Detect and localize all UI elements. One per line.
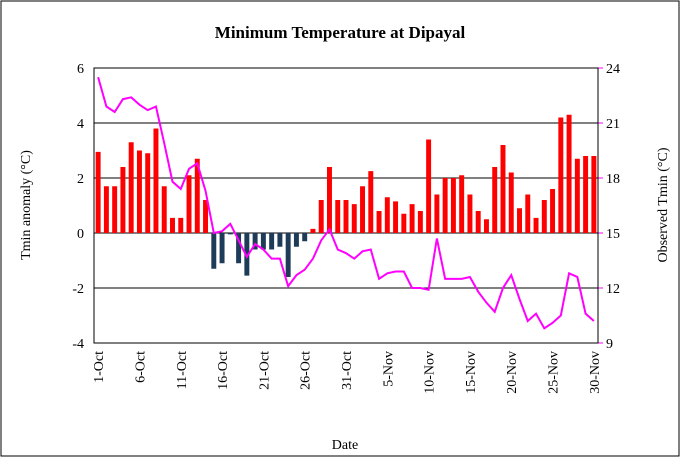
bar — [376, 211, 382, 233]
bar — [318, 200, 324, 233]
bar — [310, 228, 316, 233]
x-tick-label: 5-Nov — [381, 351, 396, 387]
bar — [194, 158, 200, 233]
y2-tick-label: 18 — [606, 172, 620, 187]
bar — [145, 153, 151, 233]
bar — [517, 208, 522, 233]
bar — [583, 156, 589, 233]
bar — [360, 186, 366, 233]
bar — [343, 200, 349, 233]
bar — [211, 233, 217, 269]
bar — [170, 217, 175, 233]
bar — [260, 233, 266, 250]
bar — [120, 167, 126, 233]
bar — [467, 194, 473, 233]
x-tick-label: 16-Oct — [216, 351, 231, 390]
bar — [459, 175, 465, 233]
y-tick-label: -2 — [72, 282, 84, 297]
bar — [475, 211, 481, 233]
chart-title: Minimum Temperature at Dipayal — [215, 23, 466, 42]
bar — [302, 233, 308, 242]
bar — [401, 213, 407, 233]
y-tick-label: 2 — [77, 172, 84, 187]
bar — [112, 186, 118, 233]
bar — [541, 200, 547, 233]
bar — [335, 200, 341, 233]
bar — [492, 167, 498, 233]
bar — [393, 201, 399, 233]
bar — [236, 233, 242, 264]
bar — [500, 145, 506, 233]
bar — [351, 204, 357, 233]
bar — [178, 217, 184, 233]
bar — [103, 186, 109, 233]
x-tick-label: 6-Oct — [133, 351, 148, 383]
bar — [326, 167, 332, 233]
y-tick-label: 0 — [77, 227, 84, 242]
bar — [558, 117, 564, 233]
bar — [566, 114, 572, 233]
y2-tick-label: 9 — [606, 337, 613, 352]
x-tick-label: 15-Nov — [464, 351, 479, 394]
bar — [533, 217, 539, 233]
bar — [203, 200, 209, 233]
y-tick-label: 4 — [77, 117, 84, 132]
y2-tick-label: 15 — [606, 227, 620, 242]
plot-frame — [93, 67, 599, 344]
line — [97, 76, 595, 330]
bar — [434, 194, 440, 233]
bar — [293, 233, 299, 247]
bar — [95, 151, 101, 233]
bar — [591, 156, 597, 233]
bar — [483, 219, 489, 233]
bar — [368, 171, 374, 233]
y2-tick-label: 12 — [606, 282, 620, 297]
y-tick-label: 6 — [77, 62, 84, 77]
y-tick-label: -4 — [72, 337, 84, 352]
x-tick-label: 31-Oct — [340, 351, 355, 390]
bar — [219, 233, 225, 264]
bar — [525, 194, 531, 233]
bar — [550, 189, 556, 233]
bar — [426, 139, 432, 233]
x-tick-label: 1-Oct — [92, 351, 107, 383]
y2-tick-label: 24 — [606, 62, 620, 77]
bar — [161, 186, 167, 233]
y2-tick-label: 21 — [606, 117, 620, 132]
bar — [153, 128, 159, 233]
x-tick-label: 20-Nov — [505, 351, 520, 394]
bar — [277, 233, 283, 247]
y2-axis-label: Observed Tmin (°C) — [656, 147, 671, 262]
x-tick-label: 11-Oct — [175, 351, 190, 389]
bar — [442, 178, 448, 233]
x-tick-label: 21-Oct — [257, 351, 272, 390]
bar — [450, 178, 456, 233]
bar — [409, 204, 415, 233]
bar — [269, 233, 275, 250]
x-tick-label: 30-Nov — [588, 351, 603, 394]
x-tick-label: 26-Oct — [299, 351, 314, 390]
bar — [384, 197, 390, 233]
x-axis-label: Date — [332, 438, 358, 453]
bar — [252, 233, 258, 250]
bar — [417, 211, 423, 233]
bar — [574, 158, 580, 233]
bar — [285, 233, 291, 277]
bar — [186, 175, 192, 233]
bar — [227, 233, 233, 235]
bar — [244, 233, 250, 276]
x-tick-label: 10-Nov — [423, 351, 438, 394]
y-axis-label: Tmin anomaly (°C) — [19, 150, 34, 260]
bar — [508, 172, 514, 233]
bar — [128, 142, 134, 233]
x-tick-label: 25-Nov — [547, 351, 562, 394]
bar — [136, 150, 142, 233]
